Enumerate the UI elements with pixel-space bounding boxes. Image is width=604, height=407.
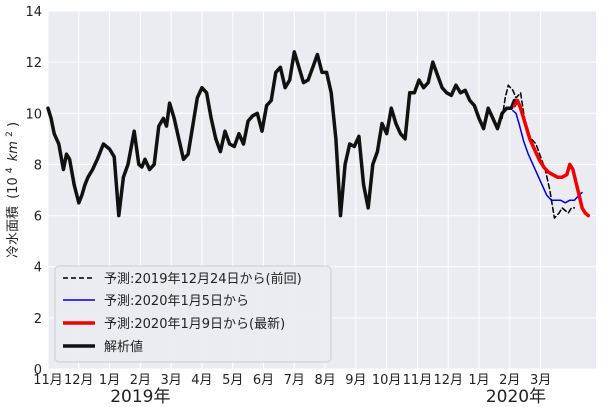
- x-tick-label: 7月: [284, 373, 305, 388]
- legend-box: [54, 265, 332, 363]
- legend-entry-latest: 予測:2020年1月9日から(最新): [63, 316, 285, 332]
- y-axis-label-text: 冷水面積: [6, 206, 21, 258]
- y-axis-label: 冷水面積 (10 4 km 2 ): [1, 122, 21, 258]
- x-tick-label: 12月: [64, 373, 94, 388]
- y-axis-unit-exp: 4: [5, 167, 15, 173]
- y-axis-unit-km: km: [6, 141, 21, 161]
- x-tick-label: 3月: [161, 373, 182, 388]
- series-forecast-previous: [501, 84, 576, 219]
- y-tick-label: 12: [25, 56, 42, 71]
- series-layer: [46, 50, 591, 219]
- legend-entry-analysis: 解析値: [63, 339, 143, 355]
- y-tick-label: 4: [34, 261, 42, 276]
- x-tick-label: 11月: [33, 373, 63, 388]
- legend-label-jan5: 予測:2020年1月5日から: [104, 294, 249, 309]
- x-tick-label: 9月: [345, 373, 366, 388]
- x-tick-label: 5月: [222, 373, 243, 388]
- y-tick-label: 2: [34, 312, 42, 327]
- x-tick-label: 11月: [403, 373, 433, 388]
- x-tick-label: 6月: [253, 373, 274, 388]
- x-tick-label: 1月: [99, 373, 120, 388]
- y-axis-unit-close: ): [6, 122, 21, 127]
- legend-label-analysis: 解析値: [104, 339, 143, 355]
- x-tick-label: 10月: [372, 373, 402, 388]
- legend-label-previous: 予測:2019年12月24日から(前回): [104, 271, 302, 287]
- x-tick-label: 4月: [191, 373, 212, 388]
- x-tick-label: 2月: [130, 373, 151, 388]
- series-analysis: [46, 50, 517, 218]
- x-tick-labels: 11月 12月 1月 2月 3月 4月 5月 6月 7月 8月 9月 10月 11月 12月 1月 2月 3月: [33, 373, 551, 388]
- year-label: 2020年: [486, 387, 546, 407]
- legend-label-latest: 予測:2020年1月9日から(最新): [104, 316, 285, 332]
- year-labels: 2019年 2020年: [110, 387, 546, 407]
- y-tick-label: 0: [34, 363, 42, 378]
- year-label: 2019年: [110, 387, 170, 407]
- legend-entry-previous: 予測:2019年12月24日から(前回): [63, 271, 302, 287]
- x-tick-label: 2月: [499, 373, 520, 388]
- y-tick-label: 6: [34, 210, 42, 225]
- x-tick-label: 12月: [433, 373, 463, 388]
- y-tick-label: 8: [34, 158, 42, 173]
- series-forecast-jan5: [512, 109, 583, 204]
- legend-entry-jan5: 予測:2020年1月5日から: [63, 294, 249, 309]
- x-tick-label: 3月: [530, 373, 551, 388]
- y-tick-labels: 0 2 4 6 8 10 12 14: [25, 5, 42, 378]
- y-tick-label: 14: [25, 5, 42, 20]
- y-tick-label: 10: [25, 107, 42, 122]
- y-axis-unit-exp2: 2: [5, 131, 15, 137]
- x-tick-label: 8月: [314, 373, 335, 388]
- legend: 予測:2019年12月24日から(前回) 予測:2020年1月5日から 予測:2…: [54, 265, 332, 363]
- series-forecast-latest: [512, 98, 591, 218]
- x-tick-label: 1月: [468, 373, 489, 388]
- y-axis-unit-open: (10: [6, 177, 21, 199]
